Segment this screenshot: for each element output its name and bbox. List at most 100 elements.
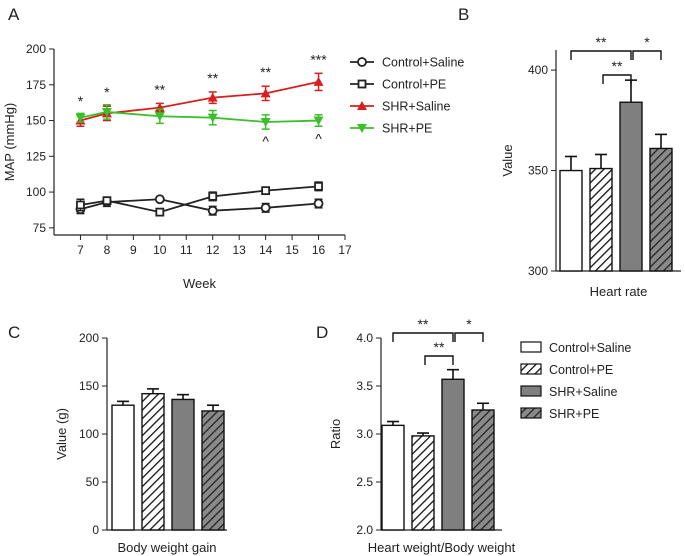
- legend-marker: [357, 124, 367, 133]
- legend-panel-d: Control+Saline Control+PE SHR+Saline SHR+PE: [520, 341, 631, 421]
- legend-label: SHR+PE: [549, 407, 599, 421]
- x-tick-label: 15: [285, 243, 299, 257]
- significance-mark: **: [434, 339, 445, 355]
- panel-label-a: A: [8, 5, 20, 24]
- bar: [381, 424, 405, 531]
- y-tick-label: 150: [79, 379, 99, 393]
- data-point: [313, 76, 324, 86]
- legend-swatch: [520, 385, 542, 397]
- data-point: [260, 202, 271, 213]
- data-point: [313, 198, 324, 209]
- x-tick-label: 14: [259, 243, 273, 257]
- y-tick-label: 150: [26, 114, 46, 128]
- chart-panel-d: 2.0 2.5 3.0 3.5 4.0 Heart weight/Body weight R…: [328, 316, 516, 555]
- x-tick-label: 12: [206, 243, 220, 257]
- significance-mark: *: [644, 34, 650, 50]
- legend-label: Control+PE: [549, 363, 613, 377]
- significance-mark: *: [104, 84, 110, 100]
- y-tick-label: 100: [26, 185, 46, 199]
- significance-mark: **: [418, 316, 429, 332]
- y-tick-label: 200: [79, 331, 99, 345]
- data-point: [102, 196, 112, 206]
- significance-bracket: [424, 355, 454, 365]
- y-tick-label: 300: [528, 264, 548, 278]
- panel-label-b: B: [458, 5, 469, 24]
- x-tick-label: 7: [77, 243, 84, 257]
- y-axis-title: MAP (mmHg): [2, 103, 17, 181]
- data-point: [155, 207, 165, 217]
- bar: [171, 398, 195, 531]
- y-tick-label: 3.5: [356, 379, 373, 393]
- y-tick-label: 350: [528, 164, 548, 178]
- significance-mark: *: [78, 93, 84, 109]
- y-tick-label: 50: [86, 475, 100, 489]
- significance-bracket: [454, 332, 484, 342]
- bar: [559, 169, 583, 272]
- x-axis-title: Heart weight/Body weight: [368, 540, 516, 555]
- data-point: [75, 113, 86, 123]
- legend-swatch: [520, 407, 542, 419]
- significance-mark: ^: [315, 130, 322, 146]
- y-tick-label: 2.5: [356, 475, 373, 489]
- data-point: [260, 117, 271, 127]
- x-tick-label: 10: [153, 243, 167, 257]
- x-tick-label: 9: [130, 243, 137, 257]
- data-point: [207, 113, 218, 123]
- y-tick-label: 4.0: [356, 331, 373, 345]
- legend-marker: [357, 101, 367, 110]
- y-tick-label: 400: [528, 63, 548, 77]
- y-tick-label: 200: [26, 42, 46, 56]
- significance-bracket: [602, 74, 632, 84]
- y-axis-title: Value: [500, 144, 515, 176]
- data-point: [313, 116, 324, 126]
- y-tick-label: 0: [92, 523, 99, 537]
- legend-label: SHR+Saline: [382, 100, 450, 114]
- significance-mark: *: [466, 316, 472, 332]
- data-point: [314, 181, 323, 191]
- y-tick-label: 175: [26, 78, 46, 92]
- y-tick-label: 3.0: [356, 427, 373, 441]
- significance-bracket: [392, 332, 454, 342]
- bar: [201, 410, 225, 531]
- significance-mark: **: [207, 70, 218, 86]
- data-point: [154, 194, 165, 205]
- legend-marker: [357, 79, 367, 89]
- significance-mark: **: [260, 64, 271, 80]
- x-axis-title: Body weight gain: [117, 540, 216, 555]
- legend-marker: [357, 57, 367, 67]
- bar: [441, 378, 465, 531]
- legend-label: Control+Saline: [382, 56, 464, 70]
- legend-swatch: [520, 363, 542, 375]
- significance-mark: **: [612, 58, 623, 74]
- data-point: [208, 191, 218, 201]
- chart-panel-c: 0 50 100 150 200 Body weight gain Value (g): [54, 331, 227, 555]
- bar: [589, 167, 613, 272]
- legend-swatch: [520, 341, 542, 353]
- y-tick-label: 75: [33, 221, 47, 235]
- panel-label-d: D: [316, 323, 328, 342]
- x-tick-label: 8: [104, 243, 111, 257]
- bar: [649, 147, 673, 272]
- series-line: [80, 185, 319, 214]
- data-point: [76, 200, 85, 210]
- y-tick-label: 100: [79, 427, 99, 441]
- data-point: [260, 88, 271, 98]
- x-tick-label: 16: [312, 243, 326, 257]
- x-tick-label: 13: [233, 243, 247, 257]
- legend-label: Control+Saline: [549, 341, 631, 355]
- bar: [111, 404, 135, 531]
- legend-label: Control+PE: [382, 78, 446, 92]
- legend-panel-a: Control+Saline Control+PE SHR+Saline SHR+PE: [350, 56, 464, 136]
- y-axis-title: Ratio: [328, 419, 343, 449]
- y-tick-label: 125: [26, 149, 46, 163]
- legend-label: SHR+Saline: [549, 385, 617, 399]
- chart-panel-a: 75 100 125 150 175 200 7 8 9 10 11 12 13 14 15 16 17 Week…: [2, 42, 352, 291]
- x-axis-title: Week: [183, 276, 216, 291]
- bar: [619, 101, 643, 272]
- significance-mark: **: [596, 34, 607, 50]
- significance-bracket: [632, 50, 662, 60]
- y-axis-title: Value (g): [54, 408, 69, 460]
- x-tick-label: 17: [338, 243, 352, 257]
